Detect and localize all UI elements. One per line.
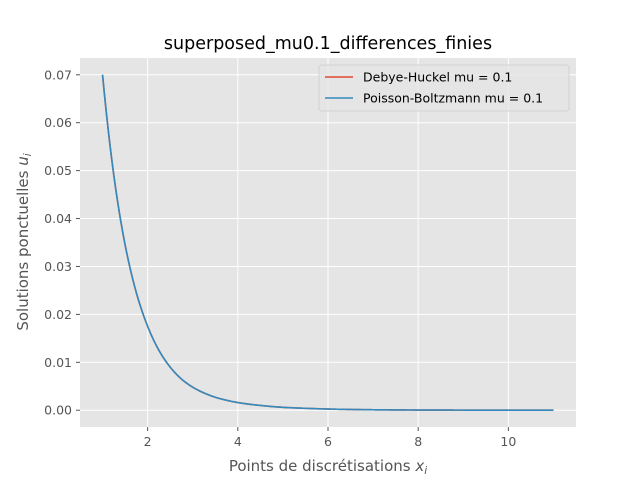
y-tick-label: 0.06: [44, 115, 72, 130]
y-tick-label: 0.00: [44, 403, 72, 418]
chart-title: superposed_mu0.1_differences_finies: [164, 34, 492, 54]
y-axis-label: Solutions ponctuelles ui: [14, 153, 34, 330]
y-tick-label: 0.07: [44, 67, 72, 82]
y-tick-label: 0.02: [44, 307, 72, 322]
legend-box: [318, 64, 570, 112]
x-tick-label: 8: [414, 434, 422, 449]
series-line-poisson-boltzmann: [101, 74, 554, 412]
series-lines: [101, 74, 554, 412]
x-axis-label: Points de discrétisations xi: [229, 457, 427, 477]
y-tick-label: 0.01: [44, 355, 72, 370]
legend-label-poisson-boltzmann: Poisson-Boltzmann mu = 0.1: [363, 91, 543, 106]
x-axis-ticks: 2 4 6 8 10: [144, 427, 516, 449]
legend-label-debye-huckel: Debye-Huckel mu = 0.1: [363, 70, 512, 85]
x-tick-label: 4: [234, 434, 242, 449]
x-tick-label: 10: [500, 434, 516, 449]
legend: Debye-Huckel mu = 0.1 Poisson-Boltzmann …: [318, 64, 570, 112]
y-axis-ticks: 0.00 0.01 0.02 0.03 0.04 0.05 0.06 0.07: [44, 67, 80, 418]
y-tick-label: 0.05: [44, 163, 72, 178]
x-tick-label: 6: [324, 434, 332, 449]
grid-lines: [80, 58, 576, 427]
x-tick-label: 2: [144, 434, 152, 449]
y-tick-label: 0.03: [44, 259, 72, 274]
y-tick-label: 0.04: [44, 211, 72, 226]
